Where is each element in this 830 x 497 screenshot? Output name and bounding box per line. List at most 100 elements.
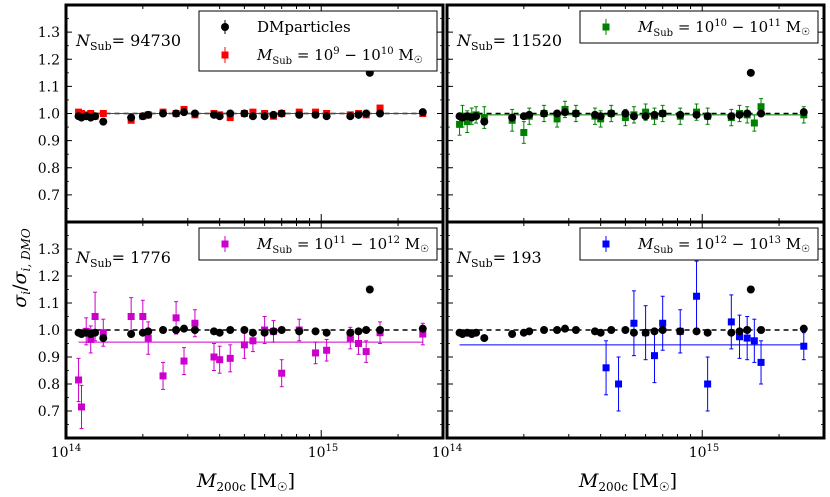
dm-point	[376, 326, 385, 334]
dm-point	[91, 328, 100, 337]
series-point	[757, 103, 765, 111]
dm-point	[508, 330, 517, 339]
dm-point	[735, 110, 744, 119]
legend-series-marker	[602, 240, 610, 248]
legend-series-label: MSub = 1011 − 1012 M☉	[256, 235, 429, 256]
dm-point	[676, 110, 685, 119]
dm-point	[553, 326, 562, 334]
series-point	[172, 314, 180, 322]
dm-point	[260, 328, 269, 337]
nsub-annotation: NSub= 94730	[75, 31, 181, 53]
dm-point	[743, 326, 752, 334]
dm-point	[703, 328, 712, 337]
dm-point	[571, 326, 580, 334]
series-point	[630, 319, 638, 327]
dm-point	[159, 109, 168, 118]
x-axis-label-right: M200c [M☉]	[578, 470, 677, 494]
legend: MSub = 1010 − 1011 M☉	[579, 10, 819, 44]
series-point	[642, 108, 650, 116]
legend-series-label: MSub = 1012 − 1013 M☉	[637, 235, 810, 256]
dm-point	[159, 326, 168, 334]
dm-point	[91, 112, 100, 121]
dm-point	[248, 112, 257, 121]
legend-series-marker	[221, 240, 229, 248]
series-point	[727, 318, 735, 326]
dm-point	[180, 108, 189, 117]
dm-point	[362, 326, 371, 334]
dm-point	[295, 327, 304, 336]
y-tick-label: 1.2	[38, 52, 60, 68]
dm-point	[354, 110, 363, 119]
series-point	[323, 346, 331, 354]
panel-frame	[64, 220, 445, 440]
dm-point	[757, 109, 766, 118]
series-point	[216, 356, 224, 364]
dm-point	[658, 326, 667, 334]
x-tick-label-1e15-right: 1015	[689, 443, 720, 461]
dm-point	[376, 109, 385, 118]
series-point	[191, 319, 199, 327]
dm-point	[260, 112, 269, 121]
y-tick-label: 1.3	[38, 242, 60, 258]
dm-point	[525, 110, 534, 119]
legend-frame	[579, 227, 819, 261]
dm-point	[621, 109, 630, 118]
series-point	[278, 369, 286, 377]
series-point	[346, 334, 354, 342]
dm-point	[99, 334, 108, 343]
dm-point	[621, 326, 630, 334]
legend-series-marker	[221, 51, 229, 59]
dm-point	[553, 109, 562, 118]
y-tick-label: 1.1	[38, 296, 60, 312]
dm-point	[277, 326, 286, 334]
series-point	[456, 120, 464, 128]
panel-4: NSub= 193 MSub = 1012 − 1013 M☉	[445, 220, 826, 440]
dm-point	[692, 327, 701, 336]
series-point	[312, 349, 320, 357]
dm-point	[190, 109, 199, 118]
series-point	[520, 128, 528, 136]
dm-point	[799, 324, 808, 333]
dm-point	[571, 109, 580, 118]
series-point	[615, 380, 623, 388]
series-point	[159, 372, 167, 380]
dm-point	[540, 109, 549, 118]
y-tick-label: 0.7	[38, 188, 60, 204]
dm-point	[127, 330, 136, 339]
series-point	[736, 333, 744, 341]
series-point	[800, 342, 808, 350]
y-axis-label: σi/σi, DMO	[9, 228, 33, 308]
series-point	[249, 337, 257, 345]
dm-point	[561, 324, 570, 333]
dm-point	[650, 110, 659, 119]
dm-point	[561, 108, 570, 117]
dm-point	[215, 112, 224, 121]
dm-point	[226, 326, 235, 334]
dm-point	[676, 327, 685, 336]
y-tick-label: 1.3	[38, 25, 60, 41]
dm-point	[629, 328, 638, 337]
series-point	[87, 110, 95, 117]
series-point	[240, 341, 248, 349]
dm-point	[277, 109, 286, 118]
nsub-annotation: NSub= 11520	[456, 31, 562, 53]
series-point	[91, 313, 99, 320]
dm-point	[480, 334, 489, 343]
legend-frame	[579, 10, 819, 44]
x-axis-label-left: M200c [M☉]	[196, 470, 295, 494]
dm-point	[226, 109, 235, 118]
y-tick-label: 1.0	[38, 323, 60, 339]
series-point	[144, 334, 152, 342]
series-point	[650, 352, 658, 360]
dm-point	[596, 112, 605, 121]
series-point	[362, 348, 370, 356]
dm-point	[418, 324, 427, 333]
panel-3: 0.7 0.8 0.9 1.0 1.1 1.2 1.3 NSub= 1776 MSub = 10…	[38, 220, 445, 440]
series-point	[99, 110, 107, 117]
series-point	[226, 114, 234, 122]
series-point	[750, 119, 758, 127]
x-tick-label-1e14-right: 1014	[432, 443, 463, 461]
series-point	[602, 364, 610, 372]
dm-point	[362, 109, 371, 118]
series-point	[139, 313, 147, 320]
